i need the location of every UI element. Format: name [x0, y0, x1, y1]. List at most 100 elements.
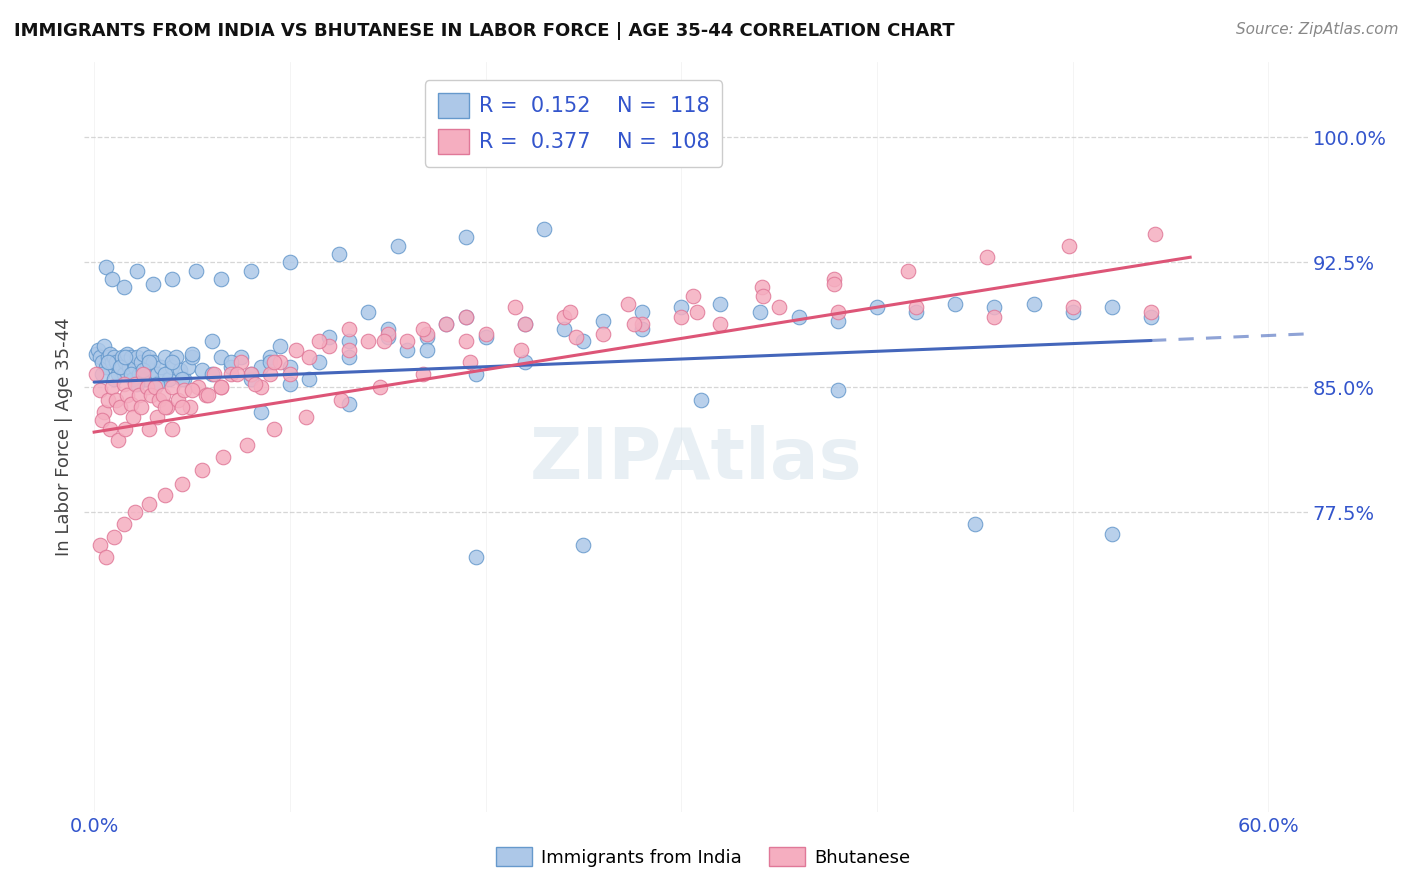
Point — [136, 360, 159, 375]
Point — [136, 380, 159, 394]
Point — [236, 438, 259, 452]
Point — [117, 347, 139, 361]
Point — [298, 350, 321, 364]
Point — [162, 272, 184, 286]
Point — [94, 360, 117, 375]
Point — [278, 367, 301, 381]
Point — [243, 376, 266, 391]
Point — [337, 334, 360, 348]
Point — [124, 505, 146, 519]
Point — [191, 363, 214, 377]
Point — [787, 310, 810, 325]
Point — [897, 263, 920, 277]
Point — [132, 363, 155, 377]
Point — [108, 360, 131, 375]
Point — [1062, 300, 1084, 314]
Point — [278, 376, 301, 391]
Point — [396, 343, 419, 358]
Point — [181, 347, 204, 361]
Point — [165, 350, 187, 364]
Point — [284, 343, 307, 358]
Point — [1140, 305, 1163, 319]
Point — [249, 380, 271, 394]
Point — [229, 350, 252, 364]
Point — [172, 372, 194, 386]
Point — [153, 350, 176, 364]
Point — [129, 355, 152, 369]
Point — [337, 397, 360, 411]
Point — [533, 222, 555, 236]
Point — [269, 338, 291, 352]
Point — [572, 538, 595, 552]
Point — [93, 405, 115, 419]
Y-axis label: In Labor Force | Age 35-44: In Labor Force | Age 35-44 — [55, 318, 73, 557]
Point — [93, 338, 115, 352]
Point — [239, 263, 262, 277]
Point — [823, 272, 845, 286]
Point — [768, 300, 790, 314]
Point — [436, 317, 458, 331]
Point — [112, 516, 135, 531]
Point — [187, 380, 209, 394]
Point — [107, 367, 129, 381]
Point — [134, 372, 156, 386]
Point — [905, 300, 928, 314]
Point — [200, 367, 222, 381]
Point — [329, 393, 352, 408]
Point — [377, 326, 399, 341]
Point — [259, 350, 281, 364]
Point — [396, 334, 419, 348]
Point — [142, 355, 165, 369]
Point — [905, 305, 928, 319]
Point — [202, 367, 225, 381]
Point — [100, 380, 122, 394]
Point — [139, 388, 162, 402]
Point — [278, 255, 301, 269]
Point — [153, 488, 176, 502]
Point — [124, 360, 146, 375]
Point — [239, 367, 262, 381]
Point — [89, 384, 111, 398]
Point — [558, 305, 581, 319]
Text: Source: ZipAtlas.com: Source: ZipAtlas.com — [1236, 22, 1399, 37]
Point — [866, 300, 889, 314]
Point — [308, 355, 330, 369]
Point — [298, 372, 321, 386]
Point — [631, 317, 654, 331]
Point — [474, 330, 496, 344]
Point — [219, 360, 242, 375]
Point — [454, 334, 477, 348]
Point — [983, 310, 1005, 325]
Point — [263, 422, 285, 436]
Point — [709, 297, 731, 311]
Point — [239, 372, 262, 386]
Point — [157, 372, 180, 386]
Point — [209, 350, 232, 364]
Point — [107, 434, 129, 448]
Point — [592, 313, 614, 327]
Point — [1101, 526, 1123, 541]
Point — [269, 355, 291, 369]
Point — [169, 363, 191, 377]
Point — [97, 350, 120, 364]
Point — [139, 363, 162, 377]
Point — [146, 367, 169, 381]
Point — [91, 413, 114, 427]
Point — [162, 380, 184, 394]
Point — [686, 305, 709, 319]
Point — [194, 388, 217, 402]
Point — [98, 347, 121, 361]
Point — [623, 317, 645, 331]
Point — [1140, 310, 1163, 325]
Point — [454, 310, 477, 325]
Point — [127, 350, 149, 364]
Point — [100, 272, 122, 286]
Point — [249, 405, 271, 419]
Point — [127, 263, 149, 277]
Point — [197, 388, 219, 402]
Point — [108, 360, 131, 375]
Point — [823, 277, 845, 291]
Point — [263, 355, 285, 369]
Point — [103, 530, 125, 544]
Point — [172, 476, 194, 491]
